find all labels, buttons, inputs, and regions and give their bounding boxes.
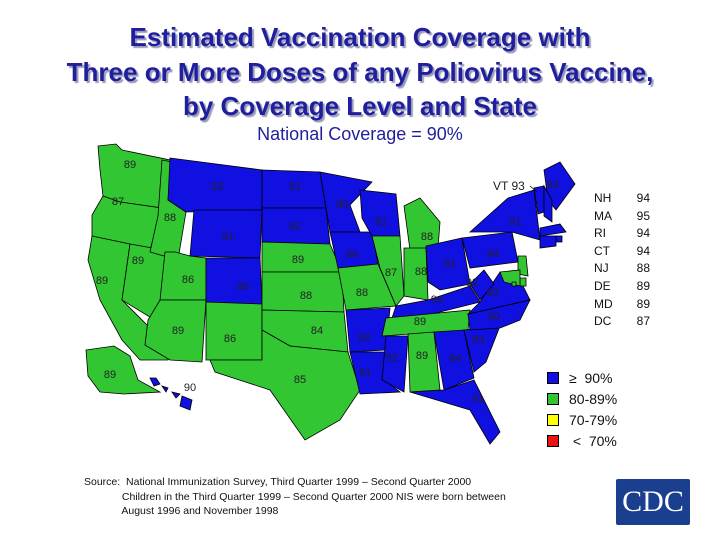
legend-swatch xyxy=(547,371,559,384)
state-value-wi: 91 xyxy=(375,216,387,228)
state-value-nd: 91 xyxy=(289,181,301,193)
state-wi xyxy=(359,189,401,237)
cdc-logo: CDC xyxy=(616,479,690,525)
source-line: August 1996 and November 1998 xyxy=(84,505,279,517)
state-value-ky: 94 xyxy=(431,294,443,306)
state-value-mn: 95 xyxy=(336,199,348,211)
state-value-ia: 94 xyxy=(346,249,358,261)
small-state-row: RI 94 xyxy=(594,226,650,241)
state-ri xyxy=(555,235,563,243)
state-value-id: 88 xyxy=(164,212,176,224)
state-hi xyxy=(149,377,193,411)
source-note: Source: National Immunization Survey, Th… xyxy=(84,475,506,519)
state-value-ak: 89 xyxy=(104,369,116,381)
state-value-nc: 90 xyxy=(488,311,500,323)
state-value-ga: 94 xyxy=(449,353,461,365)
state-oh xyxy=(425,237,471,291)
small-state-row: NH 94 xyxy=(594,191,650,205)
national-coverage: National Coverage = 90% xyxy=(257,124,463,144)
small-states-table: NH 94 MA 95 RI 94 CT 94 NJ 88 DE 89 MD 89 DC 87 xyxy=(594,190,650,331)
state-ak xyxy=(85,345,162,395)
state-ms xyxy=(381,335,409,393)
state-value-wa: 89 xyxy=(124,159,136,171)
state-value-in: 88 xyxy=(415,266,427,278)
state-value-hi: 90 xyxy=(184,382,196,394)
state-value-pa: 94 xyxy=(487,248,499,260)
state-de xyxy=(519,277,527,287)
legend-label: < 70% xyxy=(569,432,617,449)
state-dc xyxy=(511,281,517,287)
state-value-oh: 91 xyxy=(444,258,456,270)
state-value-or: 87 xyxy=(112,196,124,208)
state-value-wy: 91 xyxy=(222,231,234,243)
state-value-tn: 89 xyxy=(414,316,426,328)
title-line-2: Three or More Doses of any Poliovirus Va… xyxy=(66,57,654,87)
legend-swatch xyxy=(547,413,559,426)
vt-label: VT 93 xyxy=(493,179,525,193)
small-state-row: NJ 88 xyxy=(594,261,650,276)
state-nm xyxy=(205,301,263,361)
state-fl xyxy=(409,379,501,445)
legend-label: 70-79% xyxy=(569,411,618,428)
state-value-ms: 92 xyxy=(386,352,398,364)
small-state-row: DC 87 xyxy=(594,314,650,329)
legend-item: 70-79% xyxy=(547,409,617,430)
state-value-me: 92 xyxy=(547,179,559,191)
state-value-nv: 89 xyxy=(132,255,144,267)
state-value-sd: 92 xyxy=(289,221,301,233)
legend-swatch xyxy=(547,434,559,447)
legend-swatch xyxy=(547,392,559,405)
state-ct xyxy=(539,235,557,249)
state-value-ne: 89 xyxy=(292,254,304,266)
state-wv xyxy=(469,269,495,301)
state-value-wv: 92 xyxy=(466,277,478,289)
state-ny xyxy=(468,189,541,241)
state-il xyxy=(371,235,405,307)
state-value-mo: 88 xyxy=(356,287,368,299)
state-value-il: 87 xyxy=(385,267,397,279)
small-state-row: MD 89 xyxy=(594,296,650,311)
state-co xyxy=(205,257,263,305)
source-line: Children in the Third Quarter 1999 – Sec… xyxy=(84,490,506,503)
state-value-nm: 86 xyxy=(224,333,236,345)
state-nj xyxy=(517,255,529,277)
state-value-al: 89 xyxy=(416,350,428,362)
state-value-mt: 93 xyxy=(211,181,223,193)
state-value-ny: 91 xyxy=(509,216,521,228)
state-nh xyxy=(543,184,553,223)
state-value-fl: 91 xyxy=(472,393,484,405)
state-value-ks: 88 xyxy=(300,290,312,302)
state-mi xyxy=(403,197,441,251)
legend-item: 80-89% xyxy=(547,388,617,409)
state-value-az: 89 xyxy=(172,325,184,337)
title-line-3: by Coverage Level and State xyxy=(182,91,538,121)
state-value-la: 91 xyxy=(359,367,371,379)
legend: ≥ 90% 80-89% 70-79% < 70% xyxy=(547,367,617,451)
legend-item: < 70% xyxy=(547,430,617,451)
source-line: Source: National Immunization Survey, Th… xyxy=(84,476,472,488)
state-tx xyxy=(209,329,361,441)
state-value-sc: 93 xyxy=(472,334,484,346)
small-state-row: CT 94 xyxy=(594,243,650,258)
state-value-co: 90 xyxy=(237,281,249,293)
state-value-va: 92 xyxy=(487,287,499,299)
legend-item: ≥ 90% xyxy=(547,367,617,388)
state-value-tx: 85 xyxy=(294,374,306,386)
small-state-row: MA 95 xyxy=(594,208,650,223)
state-value-ok: 84 xyxy=(311,325,323,337)
state-value-ut: 86 xyxy=(182,274,194,286)
state-ma xyxy=(539,223,567,237)
state-ga xyxy=(433,329,475,391)
title-line-1: Estimated Vaccination Coverage with xyxy=(129,22,591,52)
small-state-row: DE 89 xyxy=(594,278,650,293)
legend-label: 80-89% xyxy=(569,390,618,407)
legend-label: ≥ 90% xyxy=(569,369,613,386)
state-value-ar: 93 xyxy=(358,332,370,344)
state-value-mi: 88 xyxy=(421,231,433,243)
state-value-ca: 89 xyxy=(96,275,108,287)
